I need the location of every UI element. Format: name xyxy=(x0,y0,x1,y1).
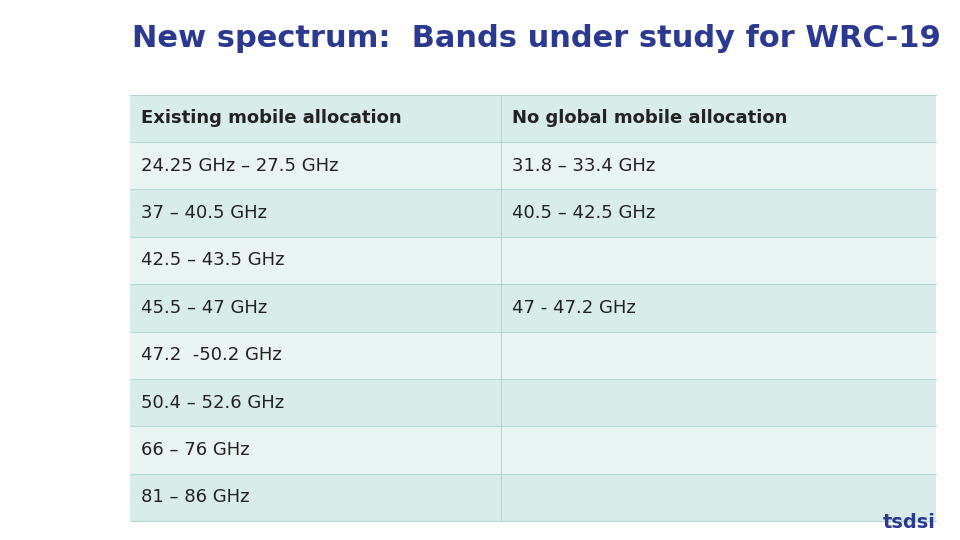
FancyBboxPatch shape xyxy=(130,332,936,379)
Text: 66 – 76 GHz: 66 – 76 GHz xyxy=(141,441,250,459)
FancyBboxPatch shape xyxy=(130,237,936,284)
Text: 37 – 40.5 GHz: 37 – 40.5 GHz xyxy=(141,204,267,222)
FancyBboxPatch shape xyxy=(130,284,936,332)
Text: tsdsi: tsdsi xyxy=(883,513,936,532)
Text: 81 – 86 GHz: 81 – 86 GHz xyxy=(141,488,250,507)
Text: 45.5 – 47 GHz: 45.5 – 47 GHz xyxy=(141,299,268,317)
FancyBboxPatch shape xyxy=(130,474,936,521)
FancyBboxPatch shape xyxy=(130,426,936,474)
FancyBboxPatch shape xyxy=(130,94,936,142)
FancyBboxPatch shape xyxy=(130,142,936,190)
Text: 50.4 – 52.6 GHz: 50.4 – 52.6 GHz xyxy=(141,394,284,411)
FancyBboxPatch shape xyxy=(130,94,936,521)
FancyBboxPatch shape xyxy=(130,190,936,237)
Text: 24.25 GHz – 27.5 GHz: 24.25 GHz – 27.5 GHz xyxy=(141,157,339,174)
Text: 42.5 – 43.5 GHz: 42.5 – 43.5 GHz xyxy=(141,252,284,269)
Text: 47.2  -50.2 GHz: 47.2 -50.2 GHz xyxy=(141,346,282,364)
Text: 47 - 47.2 GHz: 47 - 47.2 GHz xyxy=(512,299,636,317)
Text: 40.5 – 42.5 GHz: 40.5 – 42.5 GHz xyxy=(512,204,656,222)
Text: New spectrum:  Bands under study for WRC-19: New spectrum: Bands under study for WRC-… xyxy=(132,24,942,53)
Text: 31.8 – 33.4 GHz: 31.8 – 33.4 GHz xyxy=(512,157,656,174)
Text: Existing mobile allocation: Existing mobile allocation xyxy=(141,109,401,127)
Text: No global mobile allocation: No global mobile allocation xyxy=(512,109,787,127)
FancyBboxPatch shape xyxy=(130,379,936,426)
